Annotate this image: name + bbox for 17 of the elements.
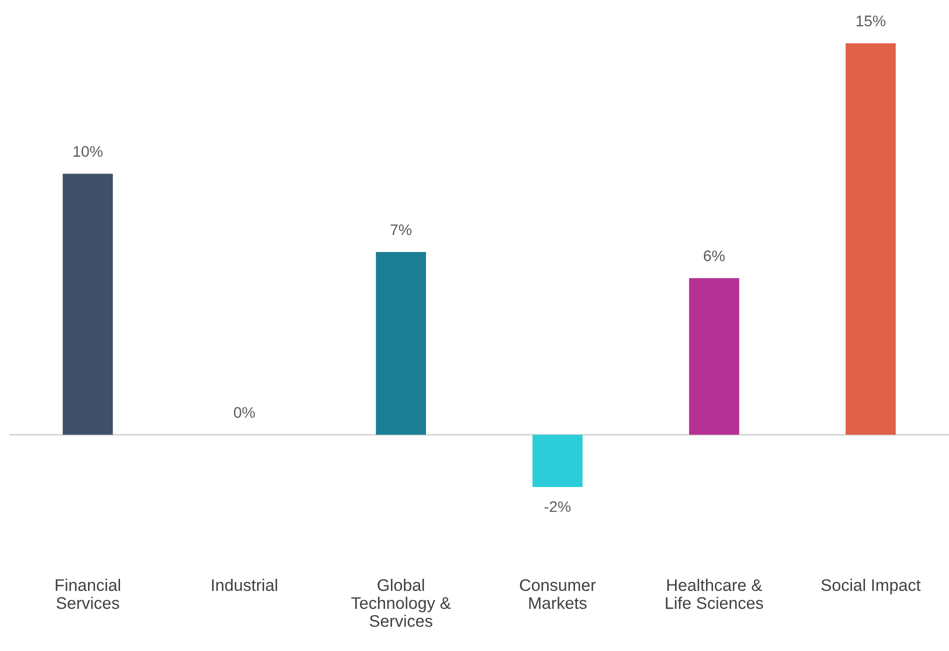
x-tick-label: Financial Services <box>56 578 120 609</box>
x-tick-label: Social Impact <box>821 578 921 594</box>
bar <box>376 252 426 435</box>
data-label: 0% <box>234 407 255 418</box>
data-label: -2% <box>544 501 571 512</box>
bar <box>846 43 896 435</box>
data-label: 7% <box>390 224 412 236</box>
x-tick-label: Global Technology & Services <box>351 578 451 627</box>
data-label: 6% <box>704 250 725 262</box>
data-label: 15% <box>856 16 886 26</box>
x-tick-label: Healthcare & Life Sciences <box>666 578 764 609</box>
data-label: 10% <box>74 146 103 157</box>
bar <box>689 278 740 435</box>
bar <box>532 434 583 487</box>
bar <box>62 174 113 435</box>
x-tick-label: Consumer Markets <box>520 579 596 609</box>
x-tick-label: Industrial <box>212 578 278 592</box>
